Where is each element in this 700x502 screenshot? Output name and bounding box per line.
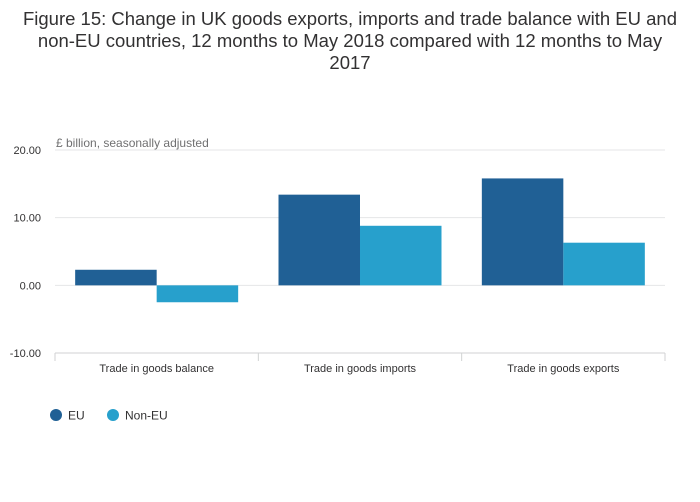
bar-non-eu-1 [156,285,239,303]
bar-eu-2 [278,194,360,286]
legend-item-eu: EU [50,409,85,423]
legend-swatch [50,409,62,421]
bars [75,178,645,303]
bar-non-eu-2 [360,225,442,286]
category-label: Trade in goods imports [304,363,417,375]
y-tick-label: -10.00 [10,348,41,360]
y-tick-label: 10.00 [13,213,41,225]
legend-swatch [107,409,119,421]
y-axis-ticks: 20.00 10.00 0.00 -10.00 [10,145,41,360]
y-tick-label: 0.00 [20,280,41,292]
legend-item-non-eu: Non-EU [107,409,168,423]
legend: EU Non-EU [50,409,168,423]
y-axis-label: £ billion, seasonally adjusted [56,136,209,150]
x-axis: Trade in goods balance Trade in goods imp… [54,352,666,375]
legend-label: EU [68,409,85,423]
bar-eu-3 [481,178,564,286]
y-tick-label: 20.00 [13,145,41,157]
chart-title: Figure 15: Change in UK goods exports, i… [22,8,678,73]
category-label: Trade in goods balance [99,363,214,375]
category-label: Trade in goods exports [507,363,620,375]
bar-eu-1 [75,269,157,286]
bar-non-eu-3 [563,242,645,286]
legend-label: Non-EU [125,409,168,423]
